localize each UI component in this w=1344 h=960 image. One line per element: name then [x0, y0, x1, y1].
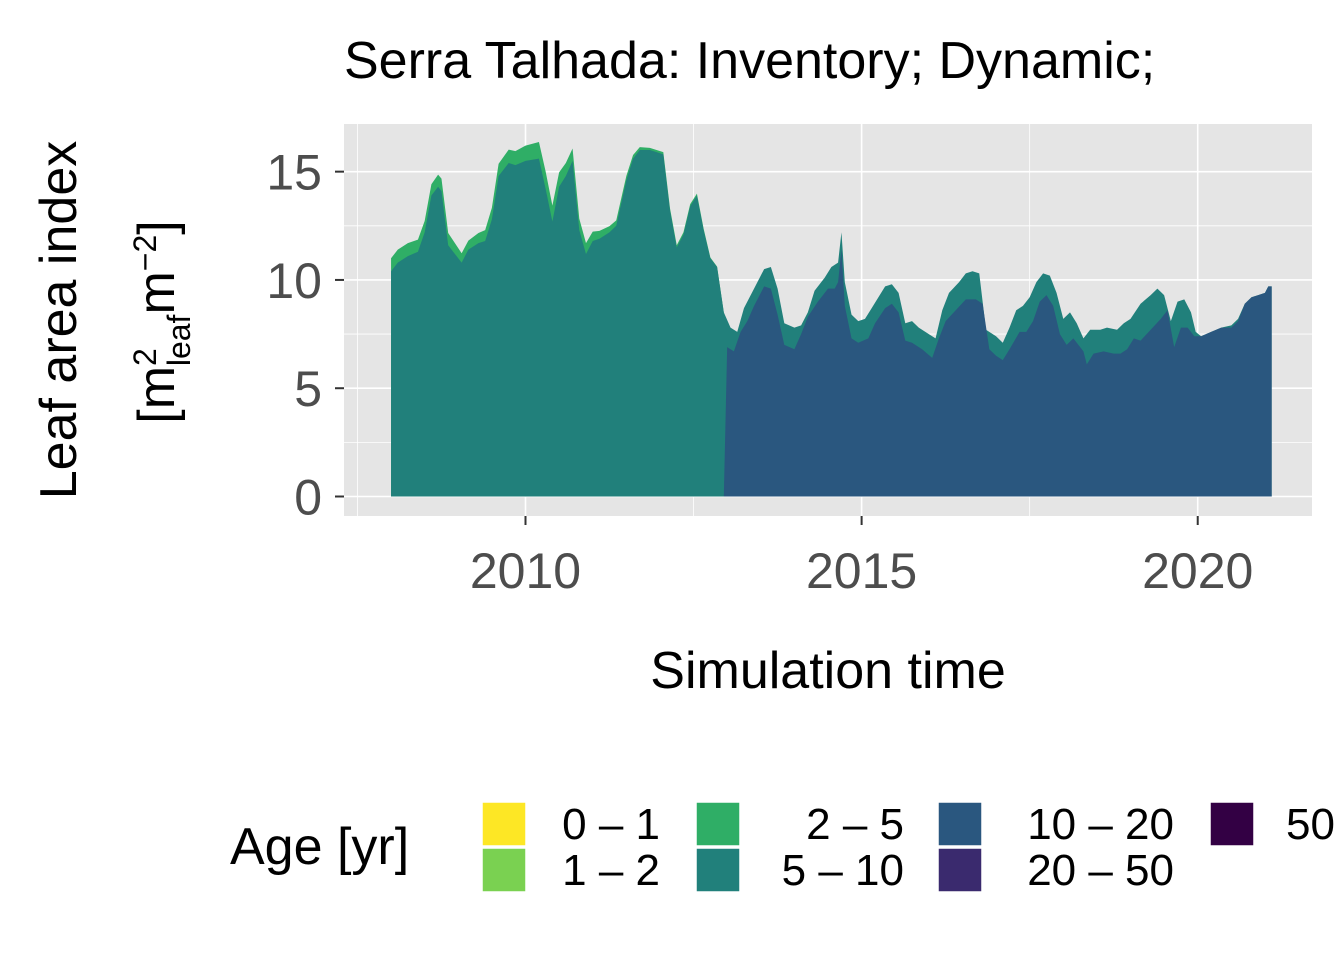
legend-label: 50	[1286, 800, 1335, 849]
legend-label: 0 – 1	[562, 800, 660, 849]
y-tick-label: 0	[294, 470, 322, 526]
y-axis-unit: [m2leafm−2]	[127, 220, 197, 423]
x-tick-label: 2015	[806, 543, 917, 599]
x-tick-label: 2010	[470, 543, 581, 599]
x-tick-label: 2020	[1142, 543, 1253, 599]
legend-key	[937, 801, 983, 847]
y-tick-label: 15	[266, 145, 322, 201]
chart-title: Serra Talhada: Inventory; Dynamic;	[344, 32, 1155, 90]
legend: 0 – 11 – 2 2 – 55 – 10 10 – 2020 – 50 50	[481, 800, 1335, 895]
y-tick-label: 10	[266, 253, 322, 309]
x-axis: 2010 2015 2020	[470, 516, 1253, 599]
legend-key	[695, 801, 741, 847]
y-tick-label: 5	[294, 361, 322, 417]
legend-title: Age [yr]	[230, 818, 409, 876]
legend-key	[1209, 801, 1255, 847]
legend-label: 10 – 20	[1027, 800, 1174, 849]
x-axis-title: Simulation time	[650, 642, 1005, 700]
legend-key	[937, 847, 983, 893]
legend-label: 2 – 5	[806, 800, 904, 849]
legend-label: 1 – 2	[562, 846, 660, 895]
y-axis: 0 5 10 15	[266, 145, 344, 526]
y-axis-title-group: Leaf area index [m2leafm−2]	[30, 141, 197, 500]
y-axis-title: Leaf area index	[30, 141, 88, 500]
legend-key	[481, 801, 527, 847]
area-series-10-20	[723, 249, 1272, 497]
legend-key	[695, 847, 741, 893]
legend-label: 20 – 50	[1027, 846, 1174, 895]
legend-label: 5 – 10	[782, 846, 904, 895]
area-series-group	[391, 142, 1272, 497]
legend-key	[481, 847, 527, 893]
